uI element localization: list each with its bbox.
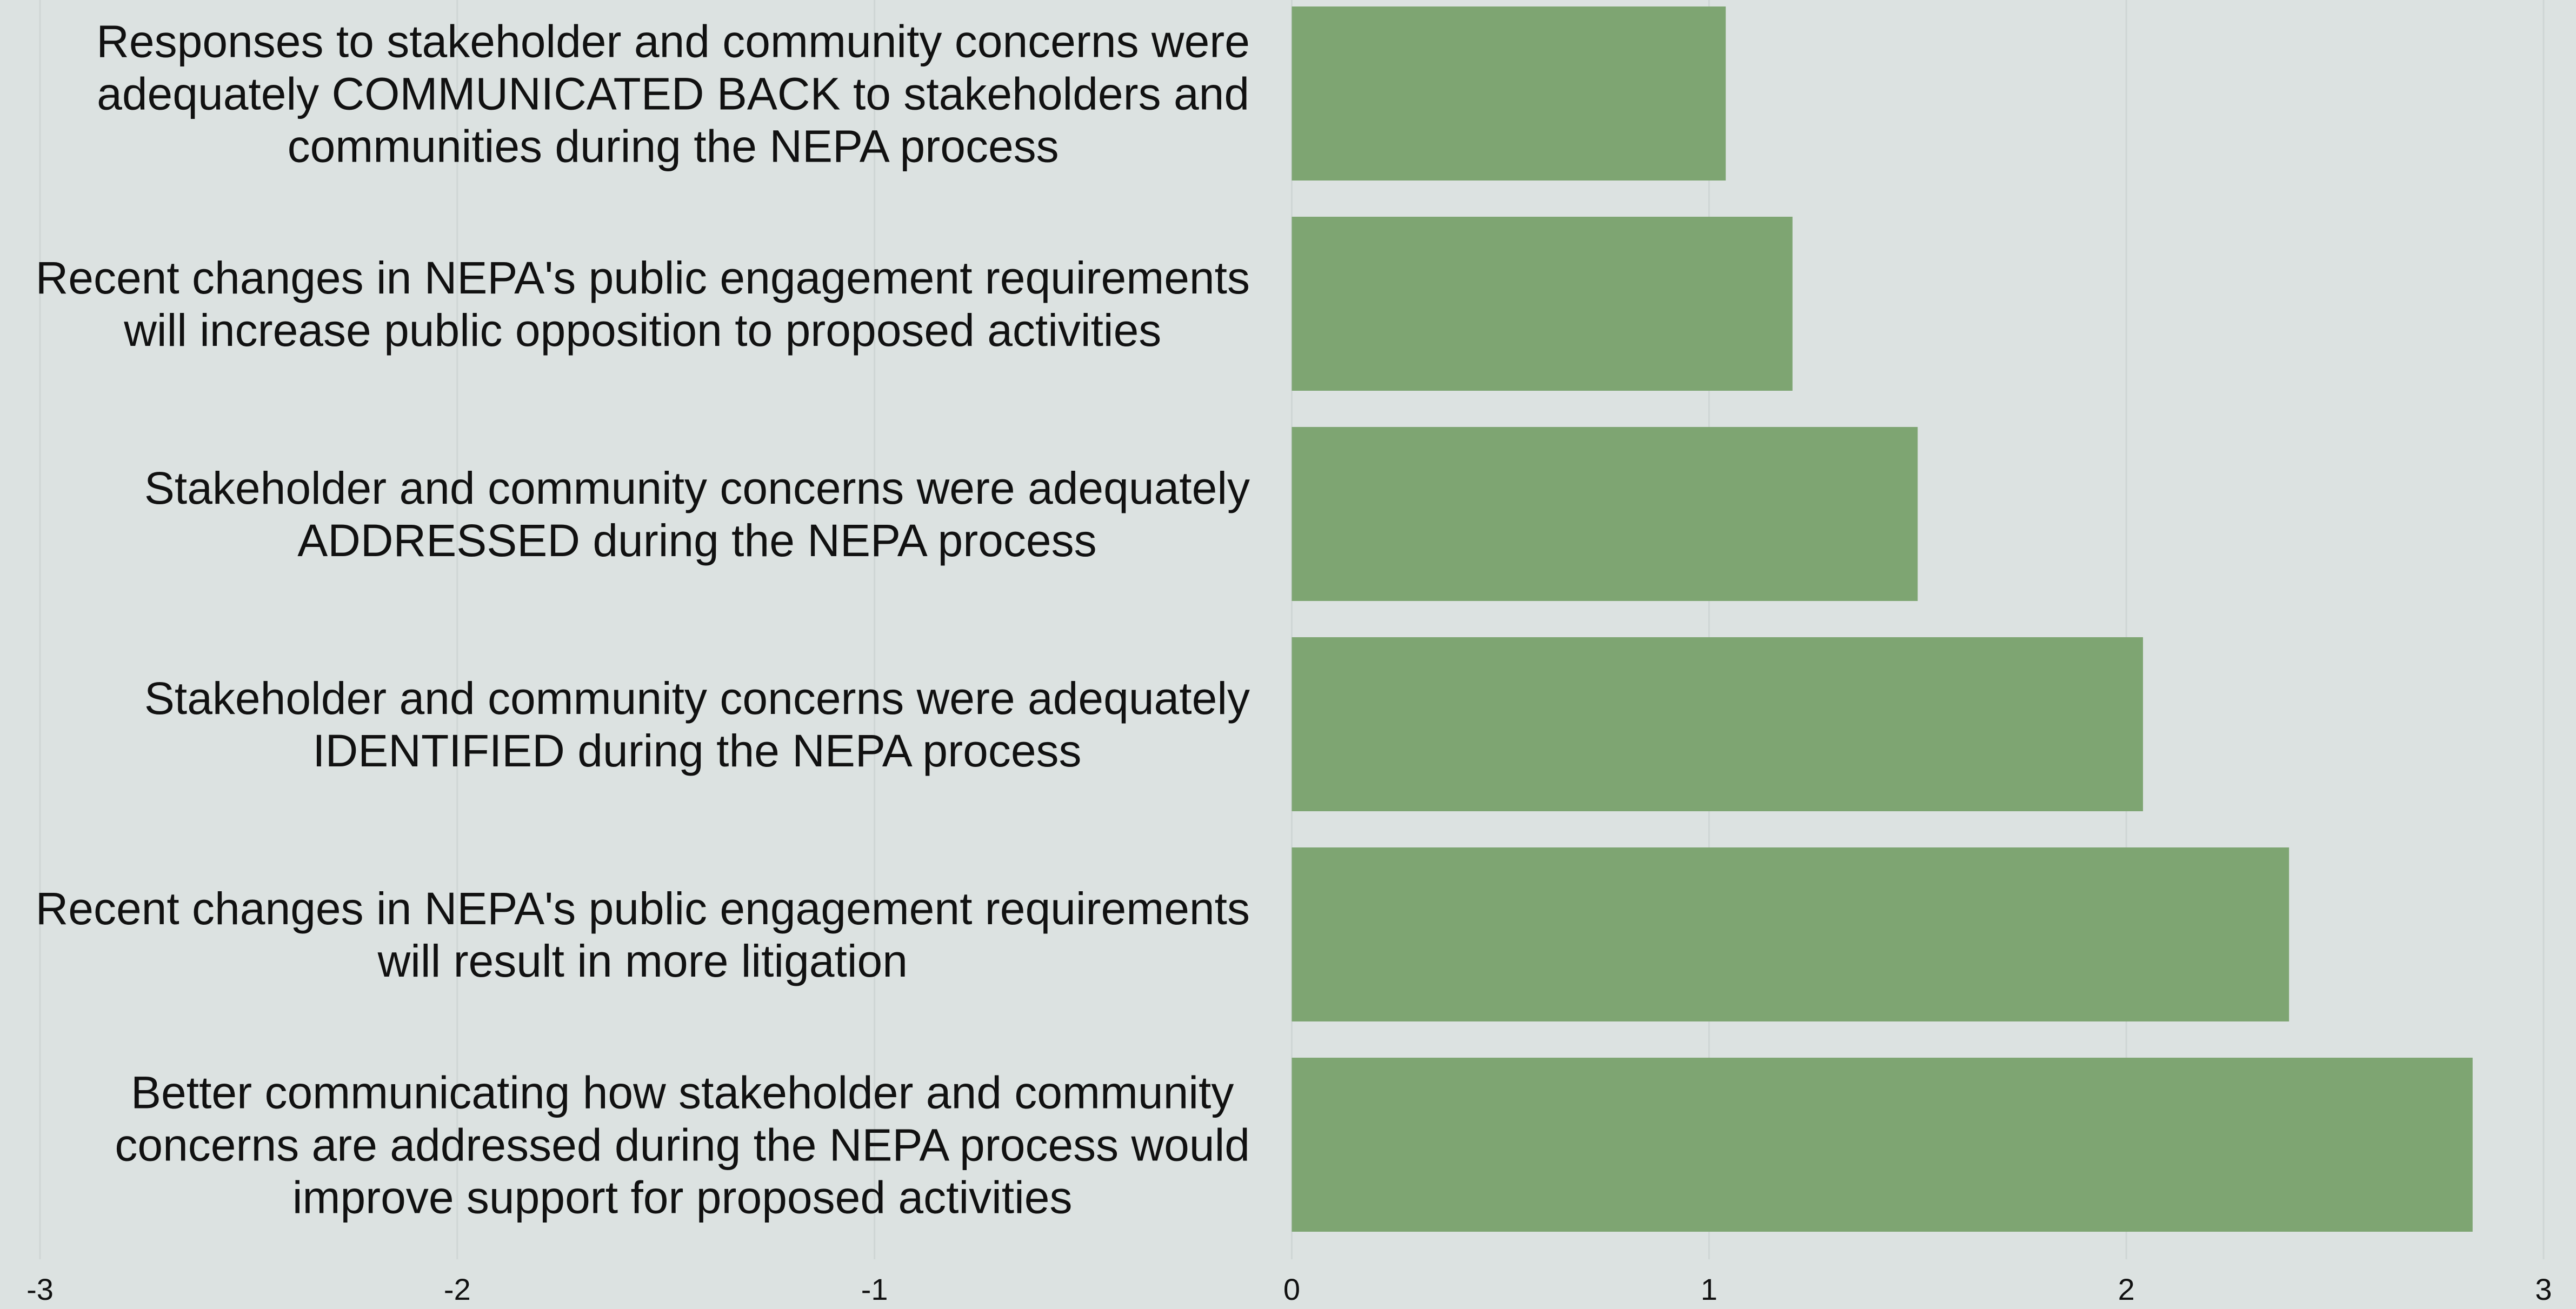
category-label: Recent changes in NEPA's public engageme…: [36, 883, 1250, 986]
category-label-line: communities during the NEPA process: [288, 121, 1059, 171]
category-label-line: Recent changes in NEPA's public engageme…: [36, 252, 1250, 303]
category-label: Better communicating how stakeholder and…: [115, 1067, 1250, 1223]
category-label-line: will result in more litigation: [377, 936, 908, 986]
category-label-line: Responses to stakeholder and community c…: [96, 16, 1250, 66]
bar: [1292, 1058, 2473, 1232]
category-label-line: Stakeholder and community concerns were …: [144, 673, 1250, 724]
x-tick-label: 1: [1701, 1272, 1718, 1306]
category-label: Responses to stakeholder and community c…: [96, 16, 1250, 171]
bar: [1292, 427, 1918, 601]
category-label-line: IDENTIFIED during the NEPA process: [312, 725, 1081, 776]
x-tick-label: -2: [444, 1272, 471, 1306]
bar: [1292, 847, 2289, 1021]
bar: [1292, 6, 1726, 181]
category-label-line: Better communicating how stakeholder and…: [131, 1067, 1234, 1118]
category-label-line: ADDRESSED during the NEPA process: [297, 515, 1096, 566]
x-tick-label: -3: [26, 1272, 54, 1306]
x-tick-label: 3: [2535, 1272, 2552, 1306]
category-label-line: adequately COMMUNICATED BACK to stakehol…: [97, 68, 1249, 119]
category-label-line: concerns are addressed during the NEPA p…: [115, 1119, 1250, 1170]
grid-lines: [39, 0, 2545, 1259]
x-tick-label: 0: [1283, 1272, 1300, 1306]
bars: [1292, 6, 2473, 1232]
x-tick-label: 2: [2118, 1272, 2135, 1306]
category-label: Stakeholder and community concerns were …: [144, 463, 1250, 566]
category-label-line: Recent changes in NEPA's public engageme…: [36, 883, 1250, 934]
category-label-line: Stakeholder and community concerns were …: [144, 463, 1250, 513]
category-label-line: will increase public opposition to propo…: [123, 305, 1161, 356]
x-tick-label: -1: [861, 1272, 888, 1306]
category-label-line: improve support for proposed activities: [292, 1172, 1073, 1223]
category-label: Stakeholder and community concerns were …: [144, 673, 1250, 776]
x-axis-ticks: -3 -2 -1 0 1 2 3: [26, 1272, 2552, 1306]
bar: [1292, 637, 2144, 811]
category-label: Recent changes in NEPA's public engageme…: [36, 252, 1250, 356]
bar: [1292, 217, 1793, 391]
category-labels: Responses to stakeholder and community c…: [36, 16, 1250, 1223]
